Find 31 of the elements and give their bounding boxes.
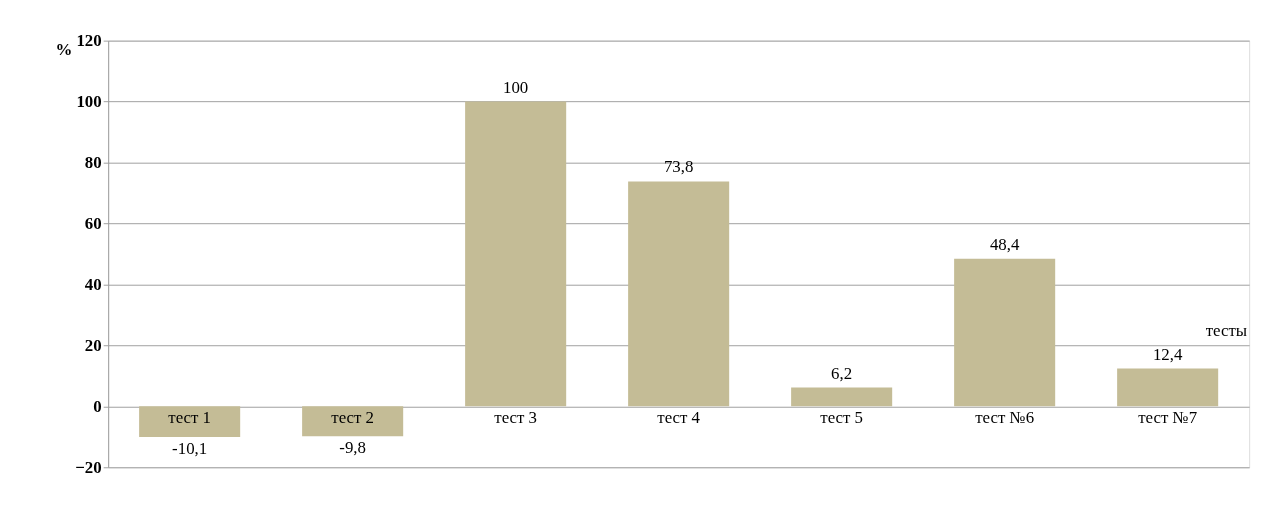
x-tick-label: тест №6 — [975, 408, 1035, 428]
y-tick-label: 60 — [84, 213, 102, 233]
y-tick-label: −20 — [75, 457, 102, 477]
y-tick-label: 20 — [84, 335, 102, 355]
bar — [954, 258, 1056, 407]
bar — [1117, 368, 1219, 407]
y-tick-label: 0 — [93, 396, 102, 416]
x-tick-label: тест 1 — [168, 408, 212, 428]
data-label: 48,4 — [989, 234, 1020, 254]
data-label: -9,8 — [339, 438, 366, 458]
bar — [139, 406, 241, 438]
bar — [465, 101, 567, 407]
x-tick-label: тест 3 — [494, 408, 538, 428]
data-label: 12,4 — [1152, 344, 1183, 364]
data-label: 100 — [503, 77, 529, 97]
y-tick-label: 120 — [76, 31, 102, 51]
x-tick-label: тест 2 — [331, 408, 375, 428]
data-label: 73,8 — [663, 157, 694, 177]
bar — [628, 181, 730, 407]
data-label: 6,2 — [831, 363, 853, 383]
x-tick-label: тест №7 — [1138, 408, 1198, 428]
y-tick-label: 100 — [76, 92, 102, 112]
y-tick-label: 80 — [84, 152, 102, 172]
data-label: -10,1 — [172, 438, 208, 458]
bar — [302, 406, 404, 437]
x-tick-label: тест 4 — [657, 408, 701, 428]
y-tick-label: 40 — [84, 274, 102, 294]
y-axis-title: % — [55, 40, 73, 60]
annotation: тесты — [1205, 321, 1248, 341]
bar — [791, 387, 893, 407]
x-tick-label: тест 5 — [820, 408, 864, 428]
